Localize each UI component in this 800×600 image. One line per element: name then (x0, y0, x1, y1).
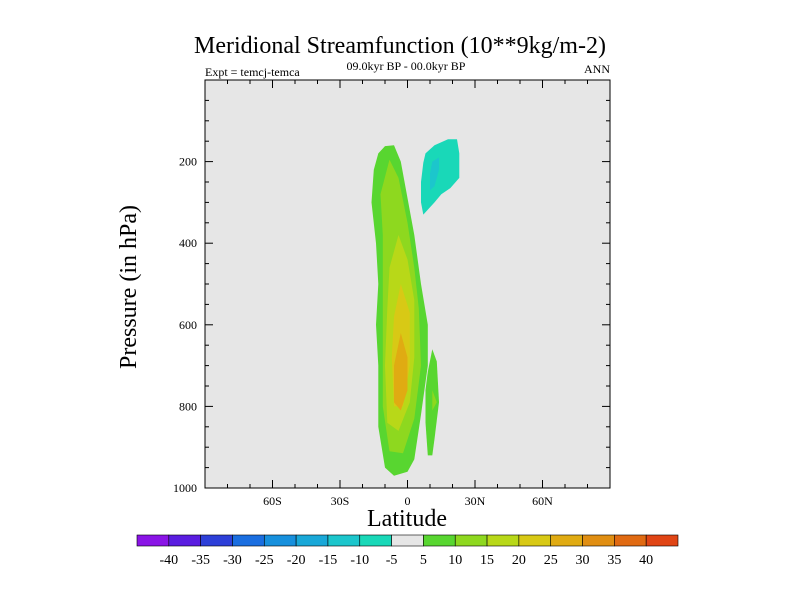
axis-ticks: 60S 30S 0 30N 60N 200 400 600 800 1000 (173, 80, 610, 508)
colorbar-swatch (168, 534, 201, 547)
x-axis-label: Latitude (367, 506, 447, 532)
colorbar-level-label: 15 (480, 553, 494, 568)
colorbar-swatch (263, 534, 297, 547)
colorbar-level-label: -25 (255, 553, 274, 568)
x-tick-label: 60N (532, 494, 553, 508)
colorbar-swatch (454, 534, 488, 547)
colorbar-swatch (232, 534, 265, 547)
contour-negative-cell-5 (421, 139, 460, 215)
colorbar-swatch (327, 534, 361, 547)
x-tick-label: 30N (465, 494, 486, 508)
colorbar-swatch (550, 534, 583, 547)
colorbar-level-label: 35 (607, 553, 621, 568)
y-axis-label: Pressure (in hPa) (116, 205, 142, 369)
colorbar-swatch (645, 534, 679, 547)
colorbar: -40 -35 -30 -25 -20 -15 -10 -5 5 10 15 20 25 30 35 40 (136, 534, 679, 568)
y-tick-label: 400 (179, 236, 197, 250)
colorbar-level-label: 5 (420, 553, 427, 568)
y-tick-label: 800 (179, 399, 197, 413)
x-tick-label: 0 (405, 494, 411, 508)
y-tick-label: 1000 (173, 481, 197, 495)
colorbar-swatch (423, 534, 456, 547)
contour-positive-cell-5-nh (425, 349, 439, 456)
colorbar-level-label: 10 (448, 553, 462, 568)
colorbar-swatch (518, 534, 552, 547)
colorbar-level-label: -15 (319, 553, 338, 568)
x-tick-label: 30S (331, 494, 350, 508)
colorbar-swatch (359, 534, 392, 547)
contour-positive-cell-10-nh (432, 390, 437, 411)
colorbar-level-label: 20 (512, 553, 526, 568)
colorbar-swatch (486, 534, 520, 547)
chart-title: Meridional Streamfunction (10**9kg/m-2) (194, 33, 606, 59)
colorbar-level-label: -40 (159, 553, 178, 568)
colorbar-level-label: 25 (544, 553, 558, 568)
colorbar-level-label: 40 (639, 553, 653, 568)
colorbar-swatch (582, 534, 615, 547)
colorbar-swatch (200, 534, 233, 547)
colorbar-level-label: -35 (191, 553, 210, 568)
contour-regions (371, 139, 460, 476)
colorbar-swatch (136, 534, 170, 547)
chart-subtitle: 09.0kyr BP - 00.0kyr BP (347, 59, 466, 73)
colorbar-level-label: -10 (350, 553, 369, 568)
colorbar-swatch (614, 534, 647, 547)
colorbar-swatch (391, 534, 424, 547)
colorbar-level-label: -5 (386, 553, 398, 568)
colorbar-level-label: -30 (223, 553, 242, 568)
y-tick-label: 200 (179, 155, 197, 169)
experiment-label: Expt = temcj-temca (205, 65, 300, 79)
colorbar-swatch (295, 534, 329, 547)
colorbar-level-label: 30 (576, 553, 590, 568)
contour-positive-cell-25 (394, 333, 408, 411)
contour-negative-cell-10 (430, 157, 439, 191)
season-label: ANN (584, 62, 610, 76)
y-tick-label: 600 (179, 318, 197, 332)
colorbar-level-label: -20 (287, 553, 306, 568)
x-tick-label: 60S (263, 494, 282, 508)
